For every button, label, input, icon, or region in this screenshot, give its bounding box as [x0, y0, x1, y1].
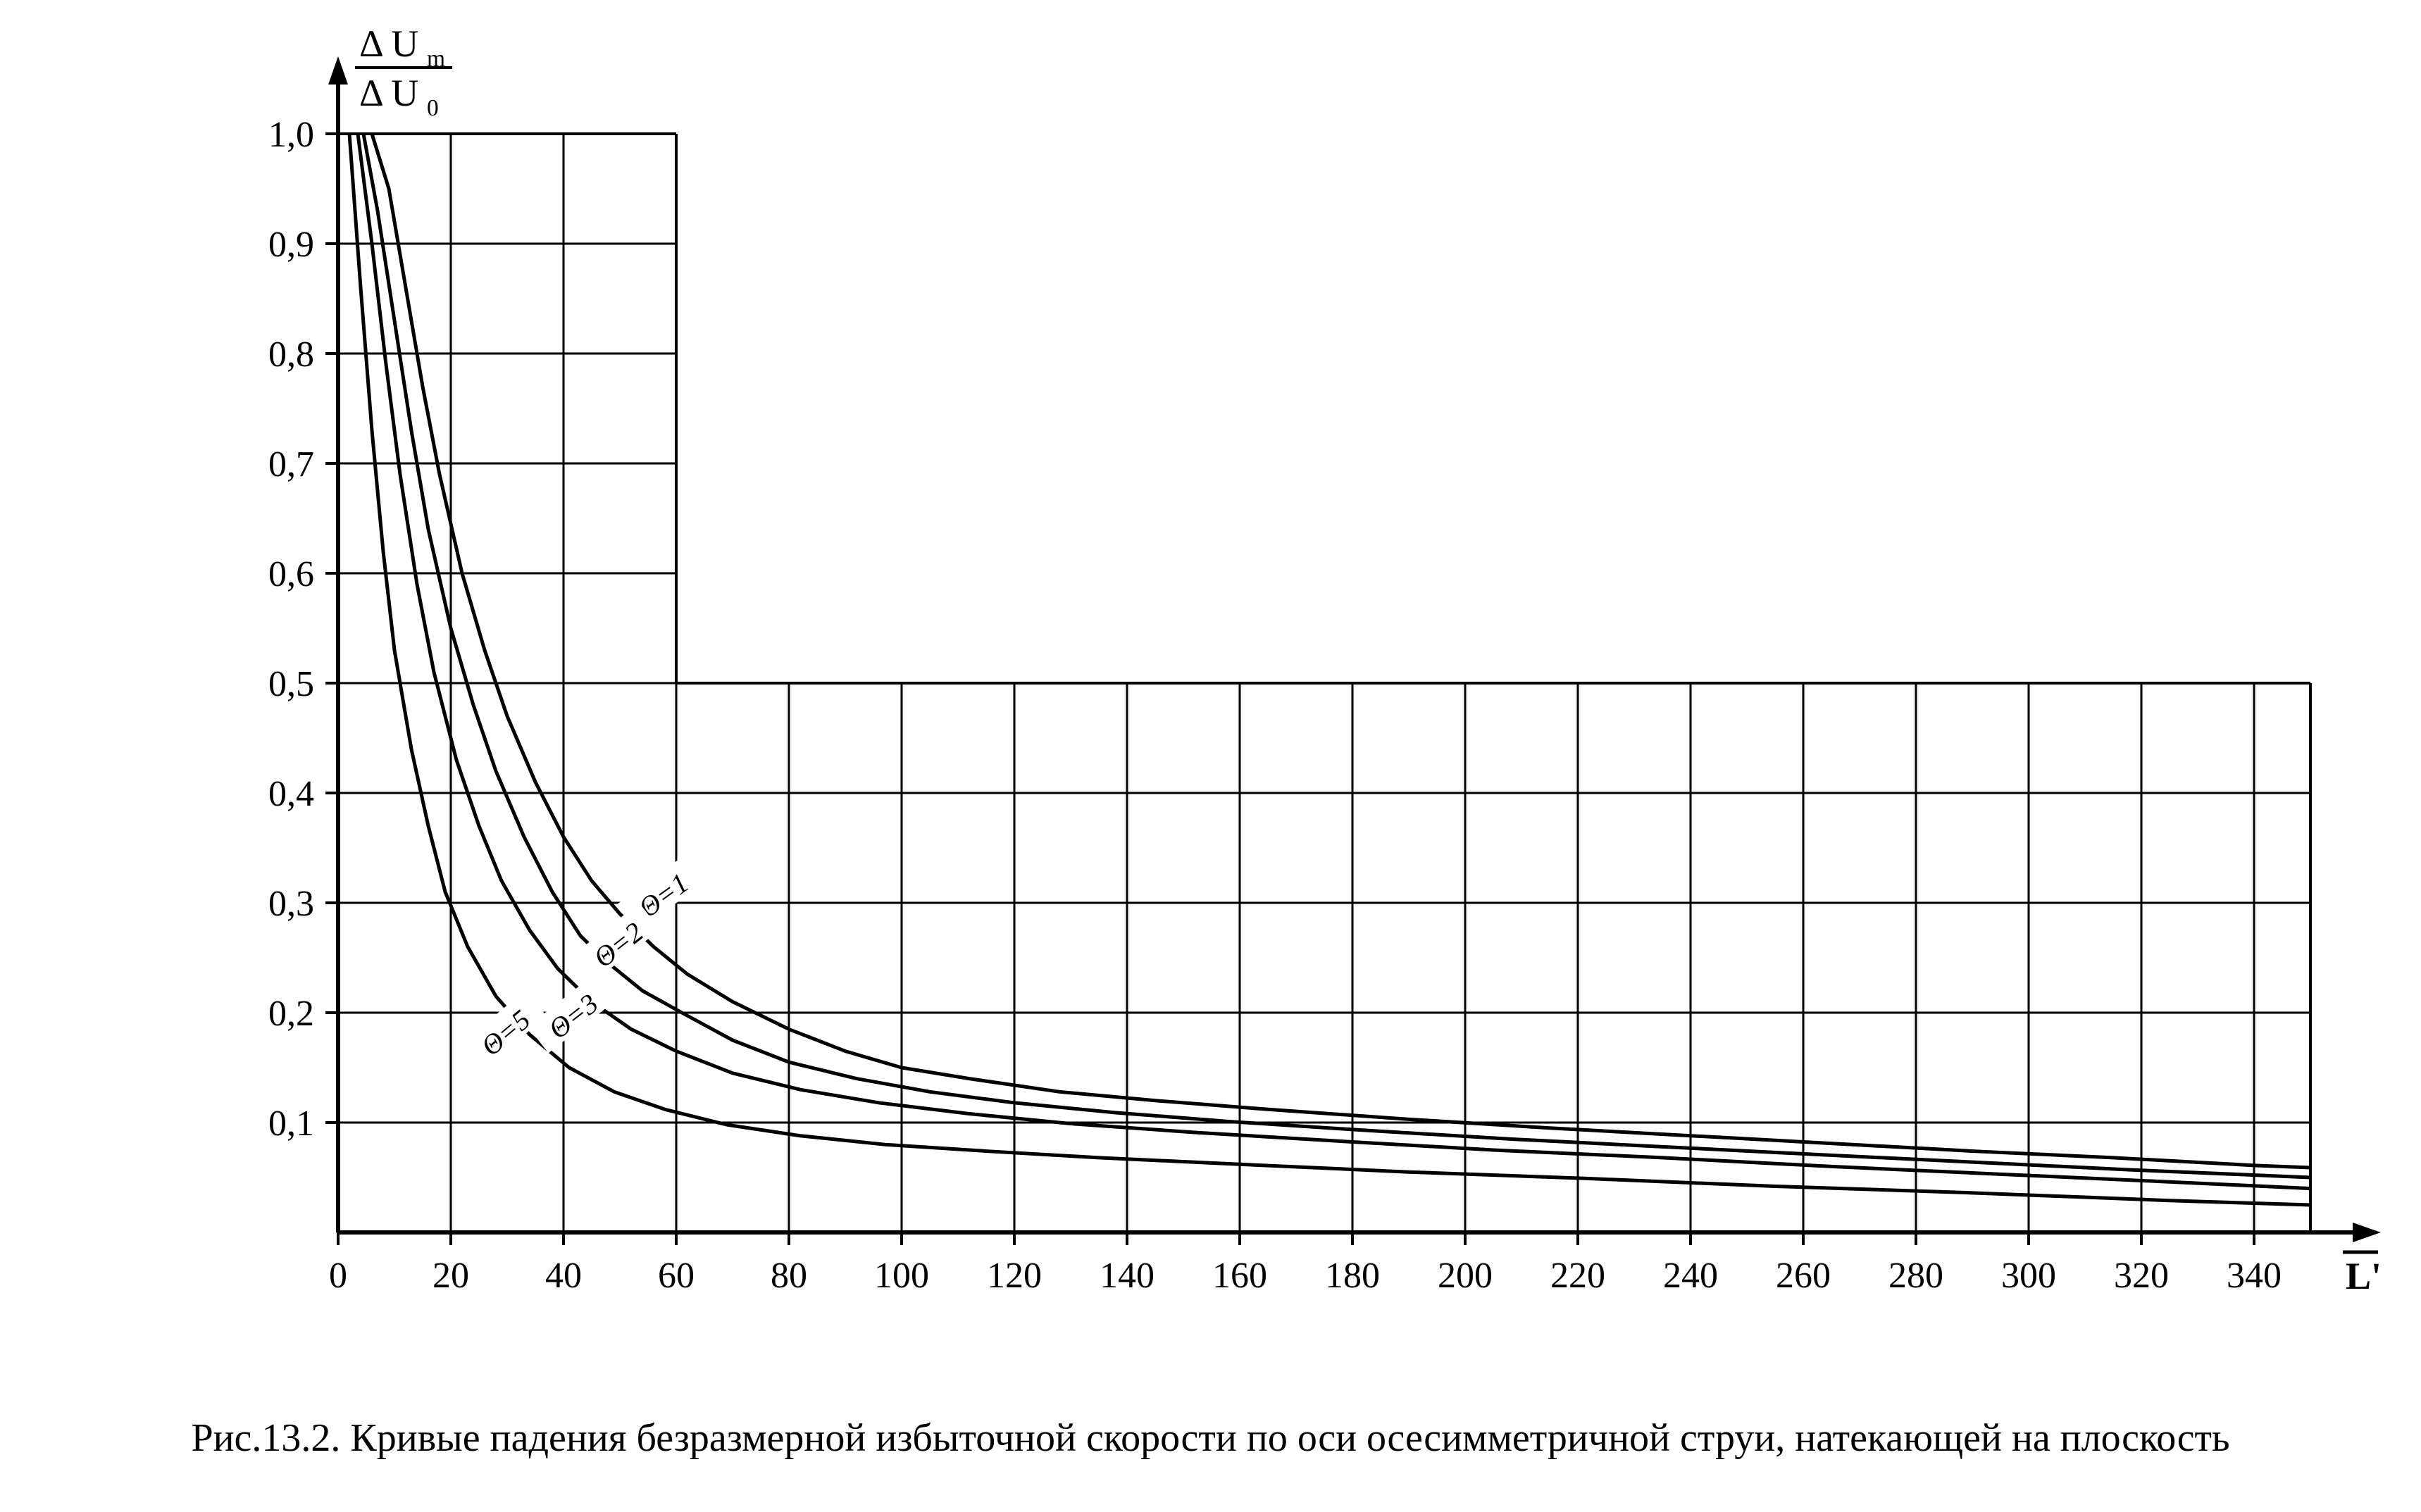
- x-tick-label: 60: [658, 1256, 695, 1296]
- x-tick-label: 120: [987, 1256, 1042, 1296]
- y-tick-label: 0,9: [268, 225, 314, 265]
- x-tick-label: 140: [1100, 1256, 1155, 1296]
- x-tick-label: 160: [1212, 1256, 1267, 1296]
- x-axis-title: L': [2346, 1255, 2382, 1297]
- page: 0 20 40 60 80 100 120 140 160 180 200 220 240 260 280 3…: [0, 0, 2421, 1512]
- y-tick-label: 0,4: [268, 774, 314, 814]
- y-axis-title: Δ UmΔ U0: [355, 28, 452, 121]
- y-tick-label: 0,2: [268, 994, 314, 1034]
- x-tick-label: 0: [329, 1256, 347, 1296]
- svg-text:0: 0: [427, 95, 439, 121]
- x-tick-label: 220: [1550, 1256, 1605, 1296]
- y-tick-label: 0,1: [268, 1104, 314, 1144]
- x-tick-label: 200: [1438, 1256, 1493, 1296]
- figure-caption: Рис.13.2. Кривые падения безразмерной из…: [0, 1416, 2421, 1461]
- curve-theta_5: [349, 134, 2310, 1205]
- x-tick-label: 100: [874, 1256, 929, 1296]
- x-axis-arrow: [2353, 1223, 2381, 1242]
- y-axis-arrow: [328, 56, 348, 85]
- curves-group: [349, 134, 2310, 1205]
- y-tick-label: 0,6: [268, 554, 314, 594]
- curve-theta_2: [363, 134, 2310, 1177]
- x-tick-label: 260: [1776, 1256, 1831, 1296]
- x-tick-label: 40: [545, 1256, 582, 1296]
- x-tick-label: 180: [1325, 1256, 1380, 1296]
- y-tick-label: 0,5: [268, 664, 314, 704]
- x-tick-label: 320: [2114, 1256, 2169, 1296]
- x-tick-label: 300: [2001, 1256, 2056, 1296]
- y-tick-label: 0,7: [268, 444, 314, 485]
- x-tick-label: 280: [1888, 1256, 1943, 1296]
- x-tick-label: 240: [1663, 1256, 1718, 1296]
- y-tick-label: 0,8: [268, 335, 314, 375]
- x-tick-label: 340: [2227, 1256, 2282, 1296]
- decay-curves-chart: 0 20 40 60 80 100 120 140 160 180 200 220 240 260 280 3…: [211, 28, 2395, 1345]
- x-tick-label: 80: [771, 1256, 807, 1296]
- curve-theta_3: [358, 134, 2310, 1189]
- svg-text:Δ U: Δ U: [359, 72, 418, 114]
- y-tick-label: 0,3: [268, 884, 314, 924]
- y-tick-label: 1,0: [268, 115, 314, 155]
- x-tick-label: 20: [432, 1256, 469, 1296]
- svg-text:Δ U: Δ U: [359, 28, 418, 65]
- chart-container: 0 20 40 60 80 100 120 140 160 180 200 220 240 260 280 3…: [211, 28, 2395, 1349]
